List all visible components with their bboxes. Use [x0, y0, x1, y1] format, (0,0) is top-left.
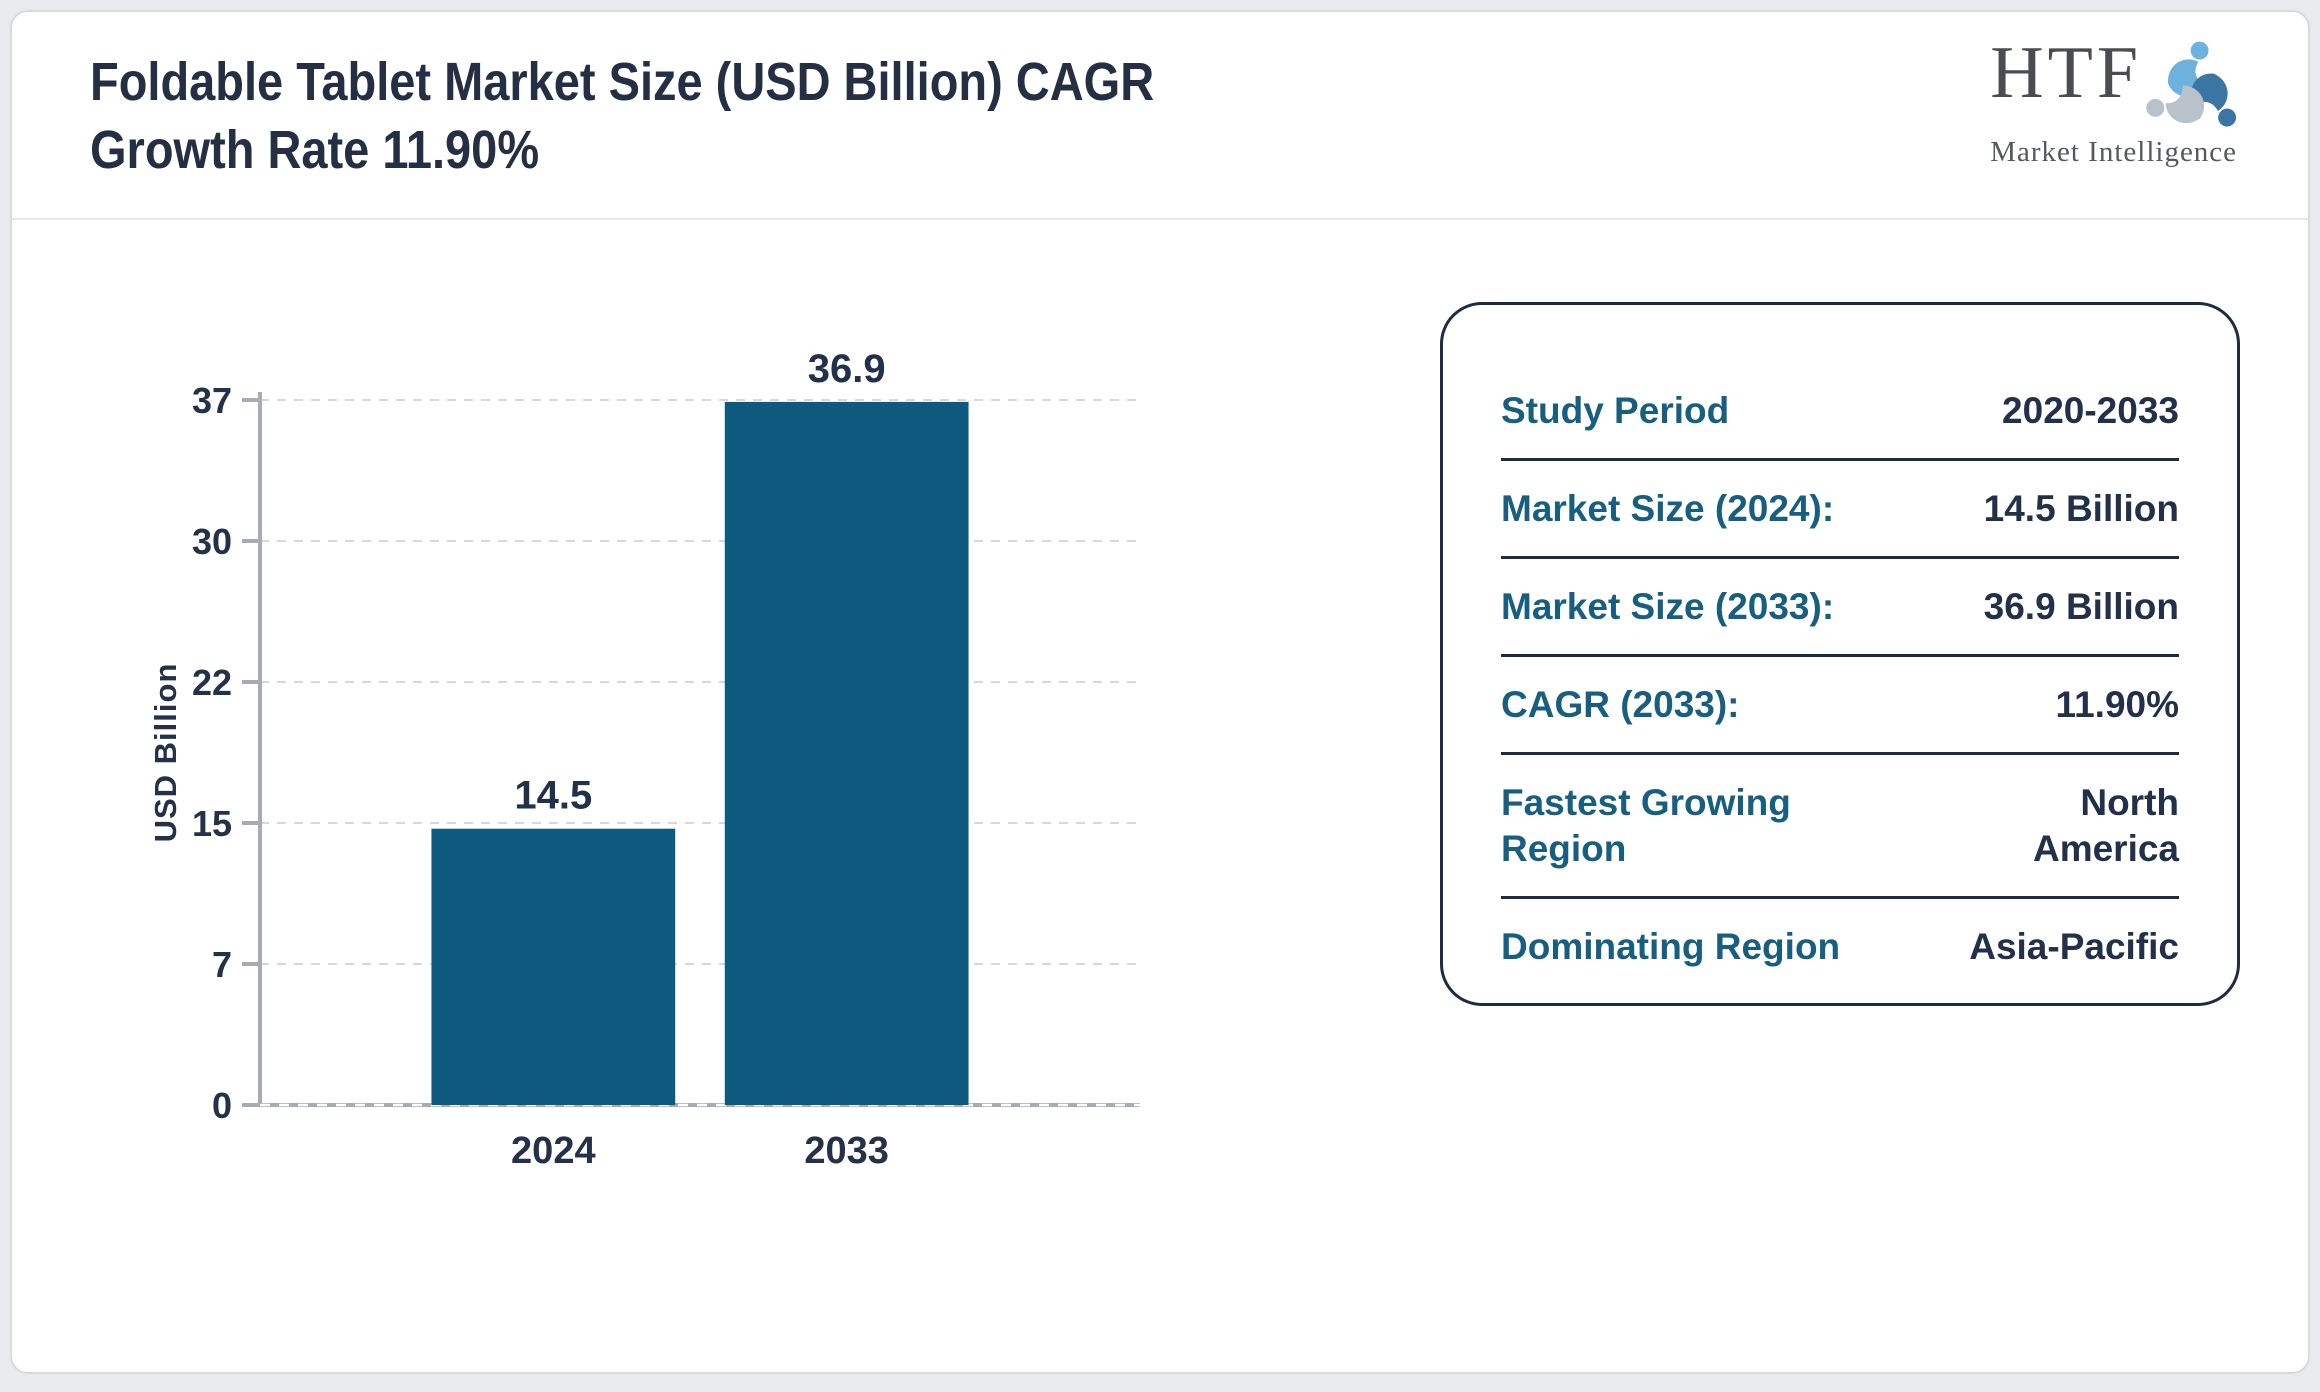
- panel-row-value: Asia-Pacific: [1969, 926, 2179, 967]
- panel-row-market-size-2024: Market Size (2024): 14.5 Billion: [1501, 461, 2179, 559]
- x-category-label: 2033: [804, 1130, 889, 1172]
- y-axis-title: USD Billion: [148, 663, 183, 843]
- bar-2033: [724, 401, 969, 1105]
- panel-row-label: Market Size (2033):: [1501, 586, 1835, 627]
- panel-row-label: CAGR (2033):: [1501, 684, 1740, 725]
- bar-2024: [431, 828, 676, 1105]
- report-card: Foldable Tablet Market Size (USD Billion…: [10, 10, 2310, 1374]
- y-tick-label: 22: [192, 662, 232, 703]
- panel-row-value: 14.5 Billion: [1983, 488, 2179, 529]
- page-title: Foldable Tablet Market Size (USD Billion…: [90, 48, 1313, 184]
- header-divider: [12, 218, 2308, 220]
- panel-row-value: 11.90%: [2055, 684, 2179, 725]
- panel-row-value: 2020-2033: [2002, 390, 2179, 431]
- y-tick-label: 7: [212, 944, 232, 985]
- y-tick-label: 30: [192, 521, 232, 562]
- panel-row-dominating-region: Dominating Region Asia-Pacific: [1501, 899, 2179, 994]
- logo-swirl-icon: [2146, 41, 2237, 127]
- htf-logo-subtext: Market Intelligence: [1990, 136, 2238, 168]
- panel-row-label: Fastest Growing Region: [1501, 782, 1791, 869]
- bar-chart: 0 7 15 22 30 37 14.5 2024 36.9 2033 USD Billion: [148, 347, 1140, 1172]
- htf-logo: HTF Market Intelligence: [1990, 34, 2250, 169]
- htf-logo-text: HTF: [1990, 32, 2142, 114]
- panel-row-label: Dominating Region: [1501, 926, 1841, 967]
- y-tick-label: 15: [192, 803, 232, 844]
- htf-logo-top: HTF: [1990, 34, 2250, 148]
- bar-value-label: 14.5: [514, 774, 592, 818]
- panel-row-market-size-2033: Market Size (2033): 36.9 Billion: [1501, 559, 2179, 657]
- y-tick-label: 0: [212, 1085, 232, 1126]
- page-title-line-1: Foldable Tablet Market Size (USD Billion…: [90, 52, 1155, 112]
- panel-row-fastest-growing-region: Fastest Growing Region North America: [1501, 755, 2179, 899]
- summary-panel: Study Period 2020-2033 Market Size (2024…: [1440, 302, 2240, 1006]
- panel-row-label: Study Period: [1501, 390, 1730, 431]
- x-category-label: 2024: [511, 1130, 596, 1172]
- page-title-line-2: Growth Rate 11.90%: [90, 120, 540, 180]
- panel-row-study-period: Study Period 2020-2033: [1501, 363, 2179, 461]
- panel-row-cagr: CAGR (2033): 11.90%: [1501, 657, 2179, 755]
- bar-value-label: 36.9: [808, 347, 886, 391]
- y-tick-label: 37: [192, 380, 232, 421]
- panel-row-value: North America: [2032, 782, 2179, 869]
- panel-row-label: Market Size (2024):: [1501, 488, 1835, 529]
- panel-row-value: 36.9 Billion: [1983, 586, 2179, 627]
